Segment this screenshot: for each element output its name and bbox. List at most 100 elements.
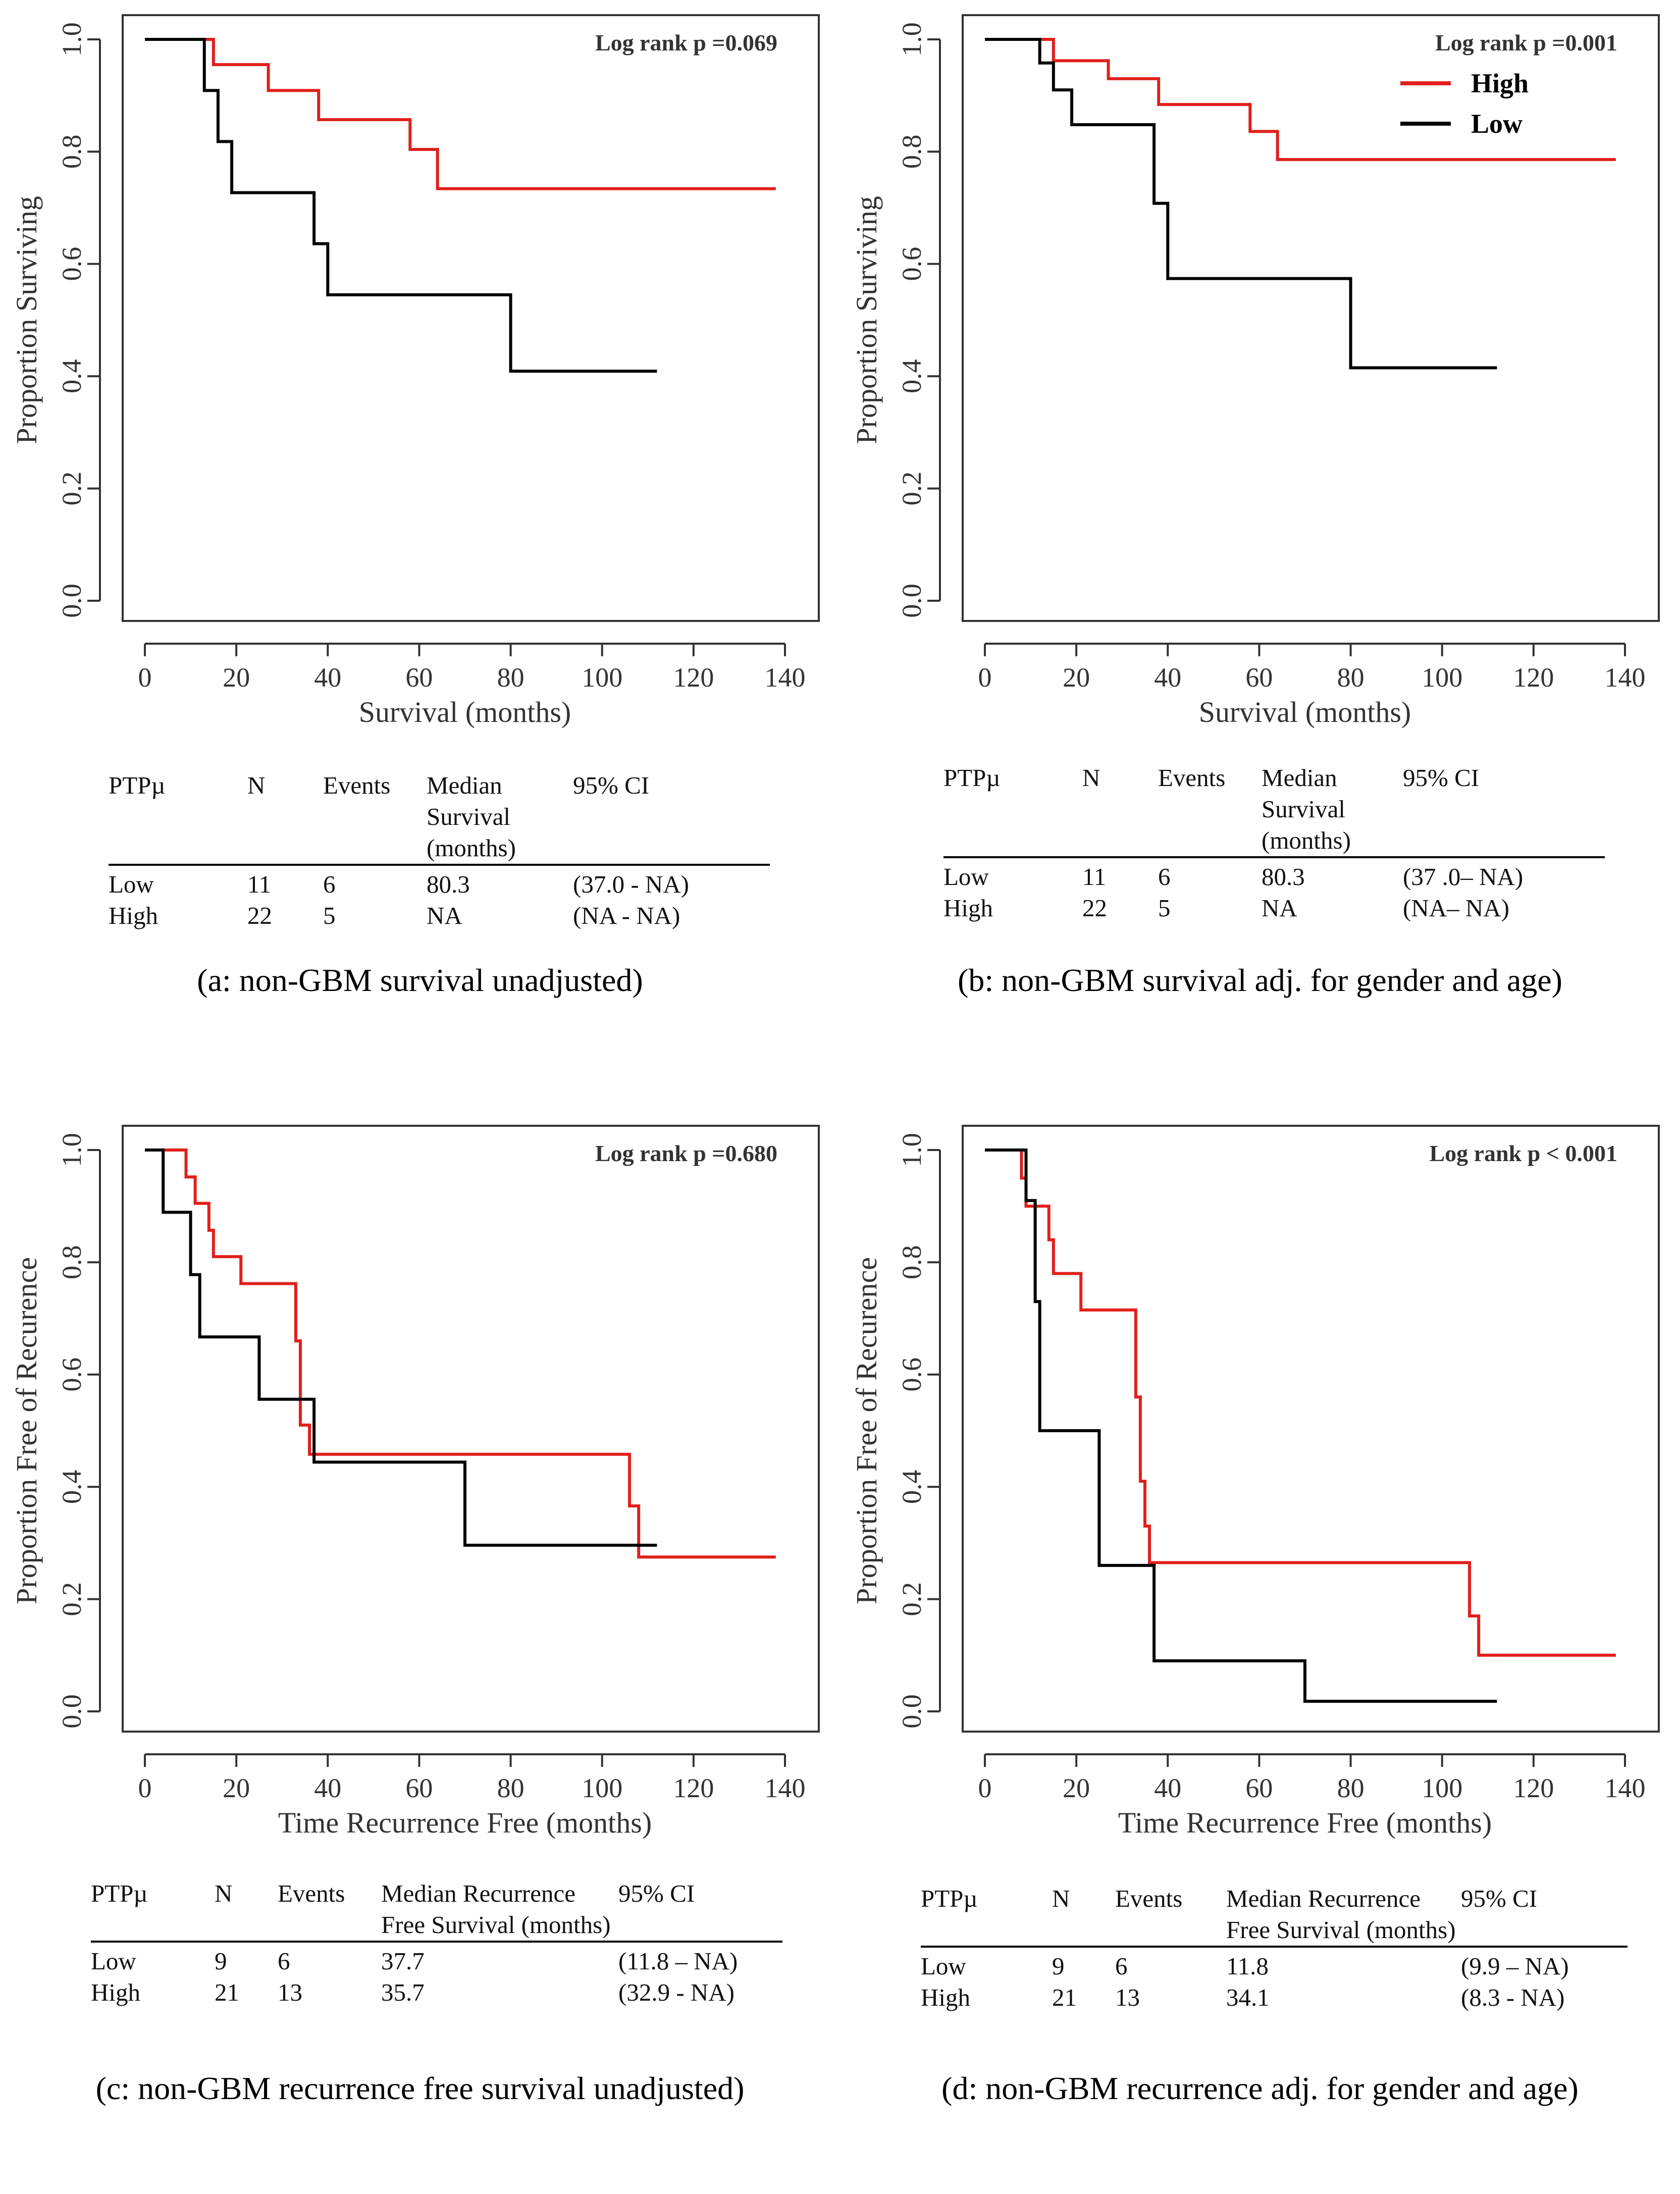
- table-row: Low 11 6 80.3 (37 .0– NA): [943, 857, 1605, 893]
- x-tick-label: 40: [314, 662, 341, 693]
- x-tick-label: 40: [314, 1773, 341, 1803]
- x-tick-label: 140: [1605, 1773, 1646, 1803]
- y-tick-label: 0.6: [57, 1357, 87, 1392]
- y-tick-label: 0.8: [897, 1245, 927, 1280]
- x-tick-label: 80: [1337, 662, 1364, 693]
- cell-ci: (37 .0– NA): [1403, 863, 1524, 891]
- header-n: N: [215, 1879, 233, 1907]
- cell-group: High: [91, 1978, 140, 2006]
- cell-median: 80.3: [427, 870, 470, 898]
- y-tick-label: 0.4: [897, 359, 927, 393]
- survival-curve-low: [145, 38, 657, 373]
- table-header-row: PTPµ N Events Median Recurrence Free Sur…: [921, 1883, 1628, 1947]
- y-tick-label: 0.8: [897, 135, 927, 169]
- y-tick-label: 0.2: [57, 472, 87, 506]
- cell-n: 21: [1052, 1983, 1077, 2011]
- cell-ci: (8.3 - NA): [1461, 1983, 1565, 2011]
- table-row: Low 9 6 11.8 (9.9 – NA): [921, 1947, 1628, 1982]
- cell-group: High: [109, 902, 158, 929]
- x-tick-label: 120: [673, 662, 714, 693]
- x-tick-label: 40: [1154, 662, 1181, 693]
- cell-events: 6: [323, 870, 336, 898]
- stats-table-a: PTPµ N Events Median Survival (months) 9…: [109, 770, 770, 931]
- log-rank-annotation: Log rank p < 0.001: [1429, 1140, 1617, 1166]
- legend-label-high: High: [1471, 68, 1529, 98]
- y-tick-label: 0.0: [897, 584, 927, 618]
- header-events: Events: [323, 771, 391, 799]
- x-axis-label: Survival (months): [1199, 696, 1411, 728]
- header-ptp: PTPµ: [109, 771, 166, 799]
- cell-events: 6: [1158, 863, 1171, 891]
- x-tick-label: 100: [1422, 1773, 1462, 1803]
- km-chart-b: 0 20 40 60 80 100 120 140 Survival (months) 0.0 0.…: [850, 14, 1660, 728]
- survival-curve-high: [985, 38, 1616, 161]
- panel-b: 0 20 40 60 80 100 120 140 Survival (months) 0.0 0.…: [840, 0, 1680, 1083]
- header-events: Events: [1158, 764, 1226, 792]
- y-tick-label: 1.0: [897, 22, 927, 57]
- survival-curve-low: [985, 38, 1497, 370]
- header-n: N: [247, 771, 266, 799]
- cell-median: 80.3: [1262, 863, 1305, 891]
- header-ci: 95% CI: [1403, 764, 1480, 792]
- cell-median: 37.7: [381, 1947, 425, 1975]
- table-header-row: PTPµ N Events Median Survival (months) 9…: [109, 770, 770, 865]
- cell-n: 11: [247, 870, 272, 898]
- header-n: N: [1052, 1885, 1070, 1912]
- x-tick-label: 140: [1605, 662, 1646, 693]
- x-tick-label: 100: [582, 662, 622, 693]
- header-events: Events: [1115, 1885, 1183, 1912]
- x-tick-label: 20: [1063, 662, 1090, 693]
- cell-group: Low: [109, 870, 154, 898]
- header-ptp: PTPµ: [921, 1885, 978, 1912]
- cell-n: 11: [1082, 863, 1107, 891]
- cell-group: High: [943, 894, 993, 922]
- cell-ci: (NA - NA): [573, 902, 680, 929]
- km-chart-a: 0 20 40 60 80 100 120 140 Survival (months) 0.0 0.…: [10, 14, 820, 728]
- cell-events: 13: [278, 1978, 302, 2006]
- x-tick-label: 20: [1063, 1773, 1090, 1803]
- y-tick-label: 0.2: [897, 1582, 927, 1616]
- header-ci: 95% CI: [1461, 1885, 1538, 1912]
- caption-c: (c: non-GBM recurrence free survival una…: [95, 2070, 745, 2106]
- x-tick-label: 140: [765, 1773, 806, 1803]
- x-axis-label: Time Recurrence Free (months): [1118, 1806, 1492, 1839]
- cell-median: 35.7: [381, 1978, 425, 2006]
- y-tick-label: 0.6: [57, 247, 87, 281]
- x-axis-label: Survival (months): [359, 696, 571, 728]
- survival-curve-high: [145, 1148, 776, 1559]
- table-header-row: PTPµ N Events Median Recurrence Free Sur…: [91, 1878, 782, 1942]
- panel-a: 0 20 40 60 80 100 120 140 Survival (months) 0.0 0.…: [0, 0, 840, 1083]
- header-median: Median Recurrence Free Survival (months): [381, 1879, 611, 1939]
- table-header-row: PTPµ N Events Median Survival (months) 9…: [943, 762, 1605, 857]
- cell-n: 21: [215, 1978, 239, 2006]
- plot-frame: [962, 14, 1660, 622]
- cell-ci: (9.9 – NA): [1461, 1952, 1569, 1980]
- stats-table-c: PTPµ N Events Median Recurrence Free Sur…: [91, 1878, 782, 2008]
- stats-table-b: PTPµ N Events Median Survival (months) 9…: [943, 762, 1605, 924]
- x-tick-label: 60: [1245, 662, 1273, 693]
- km-chart-c: 0 20 40 60 80 100 120 140 Time Recurrence Free (…: [10, 1125, 820, 1839]
- survival-curve-low: [145, 1148, 657, 1547]
- header-n: N: [1082, 764, 1100, 792]
- cell-ci: (11.8 – NA): [618, 1947, 738, 1975]
- header-events: Events: [278, 1879, 345, 1907]
- cell-n: 22: [1082, 894, 1107, 922]
- x-tick-label: 80: [497, 662, 524, 693]
- table-row: High 21 13 34.1 (8.3 - NA): [921, 1982, 1628, 2013]
- x-tick-label: 120: [673, 1773, 714, 1803]
- header-ci: 95% CI: [573, 771, 650, 799]
- cell-ci: (37.0 - NA): [573, 870, 689, 898]
- y-axis-label: Proportion Free of Recurence: [10, 1257, 43, 1604]
- cell-group: Low: [91, 1947, 136, 1975]
- y-tick-label: 0.0: [57, 584, 87, 618]
- y-tick-label: 0.4: [57, 359, 87, 393]
- y-tick-label: 0.6: [897, 1357, 927, 1392]
- header-ptp: PTPµ: [943, 764, 1001, 792]
- survival-curve-high: [145, 38, 776, 190]
- x-tick-label: 60: [1245, 1773, 1273, 1803]
- caption-d: (d: non-GBM recurrence adj. for gender a…: [941, 2070, 1579, 2106]
- x-axis-label: Time Recurrence Free (months): [278, 1806, 652, 1839]
- y-axis-label: Proportion Surviving: [10, 196, 43, 444]
- cell-group: High: [921, 1983, 970, 2011]
- x-tick-label: 60: [405, 1773, 433, 1803]
